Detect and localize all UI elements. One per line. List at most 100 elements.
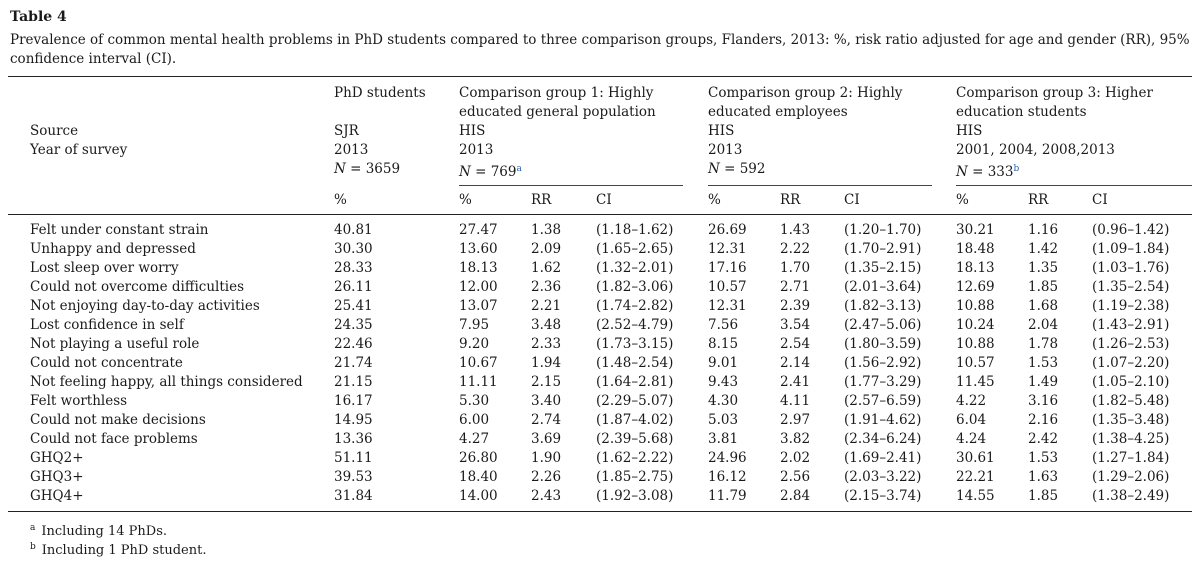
- g3-ci: (1.29–2.06): [1092, 469, 1170, 485]
- g2-rr: 4.11: [780, 393, 811, 409]
- row-label: Could not face problems: [30, 431, 198, 447]
- g1-rr: 3.48: [531, 317, 562, 333]
- n-equals: =: [719, 161, 740, 177]
- g3-percent: 10.88: [956, 298, 995, 314]
- group-span-rule: [459, 185, 683, 186]
- g3-rr: 2.42: [1028, 431, 1059, 447]
- g1-ci: (2.52–4.79): [596, 317, 674, 333]
- g2-rr: 3.54: [780, 317, 811, 333]
- group-year-0: 2013: [334, 142, 369, 158]
- g2-rr: 2.02: [780, 450, 811, 466]
- group-name-2: Comparison group 2: Highly: [708, 85, 903, 101]
- g1-rr: 3.69: [531, 431, 562, 447]
- g3-percent: 30.21: [956, 222, 995, 238]
- phd-percent: 14.95: [334, 412, 373, 428]
- g1-percent: 10.67: [459, 355, 498, 371]
- g3-percent: 30.61: [956, 450, 995, 466]
- g2-ci: (2.34–6.24): [844, 431, 922, 447]
- column-header-ci: CI: [844, 192, 860, 208]
- g2-rr: 2.22: [780, 241, 811, 257]
- g2-percent: 7.56: [708, 317, 739, 333]
- g1-ci: (1.48–2.54): [596, 355, 674, 371]
- row-label: Felt under constant strain: [30, 222, 209, 238]
- group-source-3: HIS: [956, 123, 983, 139]
- g3-percent: 6.04: [956, 412, 987, 428]
- g3-rr: 1.42: [1028, 241, 1059, 257]
- g1-ci: (1.18–1.62): [596, 222, 674, 238]
- group-name-2: educated employees: [708, 104, 848, 120]
- g1-rr: 1.62: [531, 260, 562, 276]
- g1-rr: 1.90: [531, 450, 562, 466]
- phd-percent: 31.84: [334, 488, 373, 504]
- phd-percent: 25.41: [334, 298, 373, 314]
- g2-rr: 3.82: [780, 431, 811, 447]
- g2-ci: (2.15–3.74): [844, 488, 922, 504]
- g1-percent: 11.11: [459, 374, 498, 390]
- group-n-3: N = 333b: [956, 160, 1019, 182]
- phd-percent: 13.36: [334, 431, 373, 447]
- group-source-1: HIS: [459, 123, 486, 139]
- group-name-1: Comparison group 1: Highly: [459, 85, 654, 101]
- group-n-1: N = 769a: [459, 160, 522, 182]
- n-symbol: N: [956, 164, 968, 180]
- g2-percent: 12.31: [708, 298, 747, 314]
- row-label: GHQ3+: [30, 469, 84, 485]
- row-label: Not feeling happy, all things considered: [30, 374, 303, 390]
- g1-ci: (1.92–3.08): [596, 488, 674, 504]
- g1-rr: 2.33: [531, 336, 562, 352]
- g2-ci: (1.77–3.29): [844, 374, 922, 390]
- g3-rr: 1.49: [1028, 374, 1059, 390]
- n-value: 592: [739, 161, 766, 177]
- header-rule: [8, 214, 1192, 215]
- g1-percent: 7.95: [459, 317, 490, 333]
- row-label-year: Year of survey: [30, 142, 128, 158]
- g1-ci: (1.64–2.81): [596, 374, 674, 390]
- g1-rr: 2.21: [531, 298, 562, 314]
- phd-percent: 26.11: [334, 279, 373, 295]
- g2-ci: (2.01–3.64): [844, 279, 922, 295]
- g3-ci: (0.96–1.42): [1092, 222, 1170, 238]
- footnote-text: Including 14 PhDs.: [41, 524, 168, 539]
- group-name-1: educated general population: [459, 104, 656, 120]
- footnote-mark: b: [30, 542, 36, 552]
- g1-percent: 26.80: [459, 450, 498, 466]
- g2-rr: 2.71: [780, 279, 811, 295]
- g1-ci: (2.29–5.07): [596, 393, 674, 409]
- top-rule: [8, 76, 1192, 77]
- g3-percent: 4.24: [956, 431, 987, 447]
- column-header-rr: RR: [1028, 192, 1049, 208]
- g2-ci: (1.56–2.92): [844, 355, 922, 371]
- g1-rr: 3.40: [531, 393, 562, 409]
- group-year-3: 2001, 2004, 2008,2013: [956, 142, 1115, 158]
- g3-rr: 1.85: [1028, 488, 1059, 504]
- g1-rr: 2.09: [531, 241, 562, 257]
- g2-percent: 11.79: [708, 488, 747, 504]
- g1-ci: (1.32–2.01): [596, 260, 674, 276]
- row-label: Could not make decisions: [30, 412, 206, 428]
- column-header-pct: %: [334, 192, 347, 208]
- g2-ci: (1.91–4.62): [844, 412, 922, 428]
- g1-percent: 13.07: [459, 298, 498, 314]
- n-value: 333: [987, 164, 1014, 180]
- g3-ci: (1.38–4.25): [1092, 431, 1170, 447]
- row-label: GHQ2+: [30, 450, 84, 466]
- g2-percent: 3.81: [708, 431, 739, 447]
- g2-percent: 9.01: [708, 355, 739, 371]
- g3-rr: 1.78: [1028, 336, 1059, 352]
- footnote-link[interactable]: a: [516, 164, 522, 174]
- g2-ci: (2.47–5.06): [844, 317, 922, 333]
- column-header-rr: RR: [531, 192, 552, 208]
- footnote-link[interactable]: b: [1013, 164, 1020, 174]
- column-header-pct: %: [956, 192, 969, 208]
- g2-ci: (1.69–2.41): [844, 450, 922, 466]
- phd-percent: 21.15: [334, 374, 373, 390]
- phd-percent: 21.74: [334, 355, 373, 371]
- group-span-rule: [708, 185, 932, 186]
- g3-percent: 22.21: [956, 469, 995, 485]
- g3-ci: (1.43–2.91): [1092, 317, 1170, 333]
- g2-rr: 2.39: [780, 298, 811, 314]
- column-header-ci: CI: [1092, 192, 1108, 208]
- footnote: b Including 1 PhD student.: [30, 538, 206, 560]
- bottom-rule: [8, 511, 1192, 512]
- g2-ci: (1.35–2.15): [844, 260, 922, 276]
